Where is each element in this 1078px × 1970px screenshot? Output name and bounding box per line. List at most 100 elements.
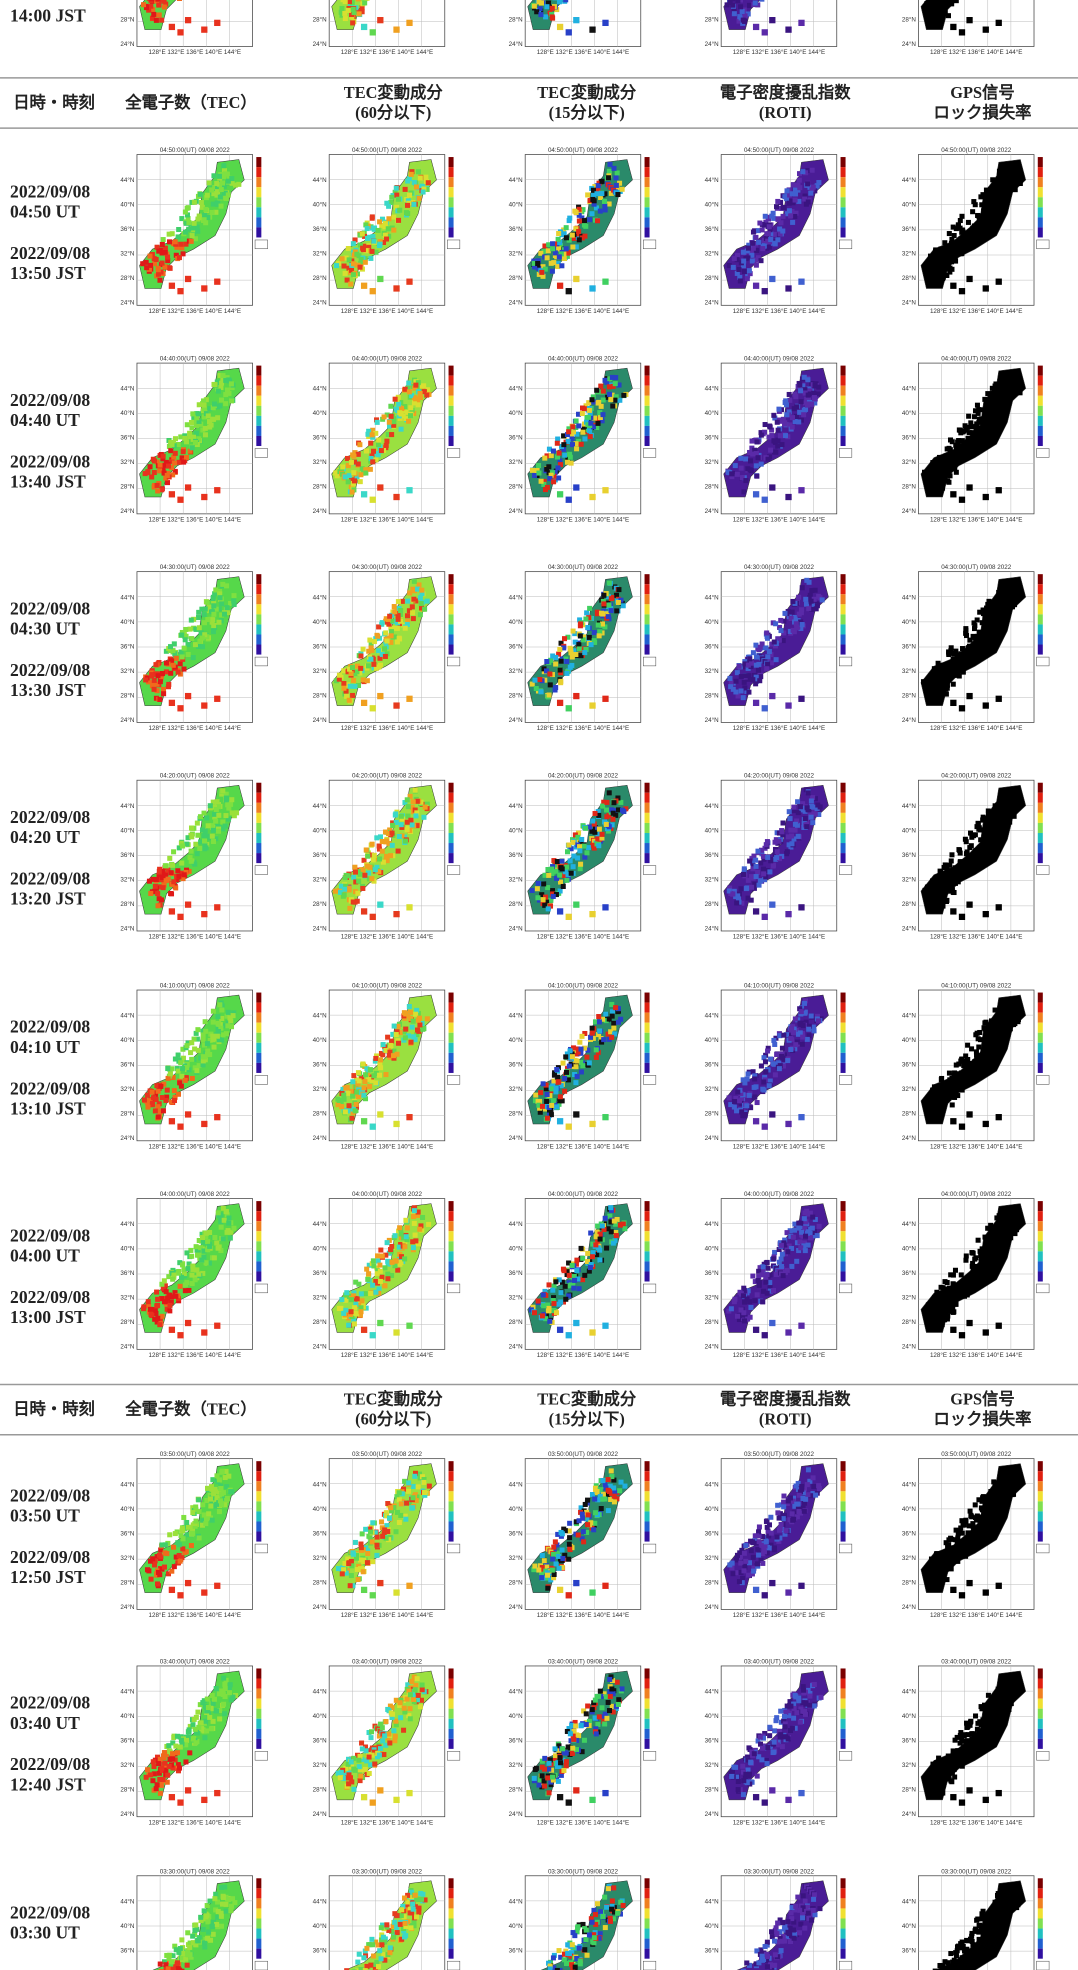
- data-dot: [211, 416, 217, 422]
- colorbar: [1037, 405, 1043, 416]
- data-dot: [395, 394, 401, 400]
- header-text: 日時・時刻: [13, 1400, 95, 1419]
- data-dot: [556, 475, 562, 481]
- data-dot: [568, 846, 574, 852]
- colorbar: [256, 792, 262, 803]
- lon-label: 132°E: [752, 515, 769, 523]
- data-dot: [545, 0, 552, 6]
- data-dot: [960, 869, 966, 875]
- data-dot: [153, 877, 159, 883]
- data-dot: [190, 411, 196, 417]
- data-dot: [954, 457, 960, 463]
- data-dot: [534, 468, 540, 474]
- data-dot: [554, 454, 560, 460]
- data-dot: [559, 866, 565, 872]
- data-dot: [369, 1078, 375, 1084]
- map: 04:20:00(UT) 09/08 202244°N40°N36°N32°N2…: [509, 773, 657, 941]
- data-dot: [948, 645, 954, 651]
- data-dot: [222, 823, 228, 829]
- data-dot: [231, 598, 237, 604]
- data-dot: [375, 452, 381, 458]
- data-dot: [781, 618, 787, 624]
- data-dot: [146, 266, 152, 272]
- data-dot: [179, 632, 185, 638]
- data-dot: [592, 415, 598, 421]
- data-dot: [408, 171, 414, 177]
- data-dot: [545, 248, 551, 254]
- island-dot: [602, 19, 609, 27]
- island-dot: [168, 491, 176, 498]
- data-dot: [371, 661, 377, 667]
- data-dot: [225, 1009, 231, 1015]
- data-dot: [781, 630, 787, 636]
- data-dot: [189, 233, 195, 239]
- data-dot: [160, 0, 166, 3]
- data-dot: [405, 598, 411, 604]
- lon-label: 144°E: [224, 724, 241, 732]
- colorbar: [256, 385, 262, 396]
- lat-label: 40°N: [705, 826, 719, 834]
- data-dot: [941, 864, 947, 871]
- data-dot: [553, 868, 559, 874]
- data-dot: [804, 396, 810, 402]
- data-dot: [599, 418, 605, 424]
- data-dot: [991, 415, 997, 421]
- data-dot: [570, 864, 576, 870]
- map: 04:10:00(UT) 09/08 202244°N40°N36°N32°N2…: [120, 983, 268, 1150]
- data-dot: [391, 422, 397, 428]
- data-dot: [957, 867, 963, 873]
- data-dot: [364, 863, 370, 869]
- data-dot: [187, 430, 193, 436]
- header-text: 日時・時刻: [13, 93, 95, 112]
- data-dot: [792, 191, 798, 197]
- data-dot: [192, 1046, 198, 1052]
- lon-label: 140°E: [593, 307, 610, 315]
- header-text: 電子密度擾乱指数: [720, 83, 851, 102]
- data-dot: [999, 791, 1005, 797]
- data-dot: [932, 890, 938, 896]
- data-dot: [215, 189, 221, 195]
- data-dot: [229, 176, 235, 182]
- data-dot: [201, 838, 208, 844]
- data-dot: [345, 246, 351, 252]
- data-dot: [982, 840, 988, 846]
- data-dot: [226, 377, 232, 383]
- data-dot: [234, 810, 240, 816]
- data-dot: [939, 471, 945, 477]
- data-dot: [992, 403, 998, 409]
- data-dot: [741, 489, 747, 495]
- island-dot: [982, 910, 989, 918]
- island-dot: [589, 910, 596, 918]
- data-dot: [373, 249, 379, 255]
- data-dot: [147, 464, 153, 470]
- data-dot: [924, 3, 930, 9]
- data-dot: [353, 879, 359, 885]
- data-dot: [550, 448, 556, 454]
- data-dot: [734, 900, 740, 906]
- data-dot: [778, 220, 784, 226]
- data-dot: [595, 218, 601, 224]
- data-dot: [171, 1097, 178, 1104]
- data-dot: [992, 803, 998, 809]
- data-dot: [1011, 813, 1017, 819]
- data-dot: [339, 1104, 345, 1110]
- data-dot: [555, 236, 561, 242]
- map: 04:20:00(UT) 09/08 202244°N40°N36°N32°N2…: [705, 773, 853, 941]
- island-dot: [565, 29, 572, 36]
- lon-label: 132°E: [752, 933, 769, 941]
- data-dot: [965, 438, 971, 444]
- data-dot: [236, 181, 242, 187]
- data-dot: [532, 264, 538, 270]
- data-dot: [773, 837, 779, 843]
- data-dot: [601, 601, 607, 607]
- data-dot: [732, 463, 738, 469]
- lon-label: 128°E: [341, 515, 358, 523]
- data-dot: [153, 17, 159, 23]
- data-dot: [948, 672, 954, 678]
- data-dot: [751, 885, 757, 891]
- data-dot: [573, 418, 579, 424]
- data-dot: [776, 856, 782, 862]
- data-dot: [799, 585, 805, 591]
- data-dot: [419, 587, 425, 593]
- colorbar: [448, 395, 454, 406]
